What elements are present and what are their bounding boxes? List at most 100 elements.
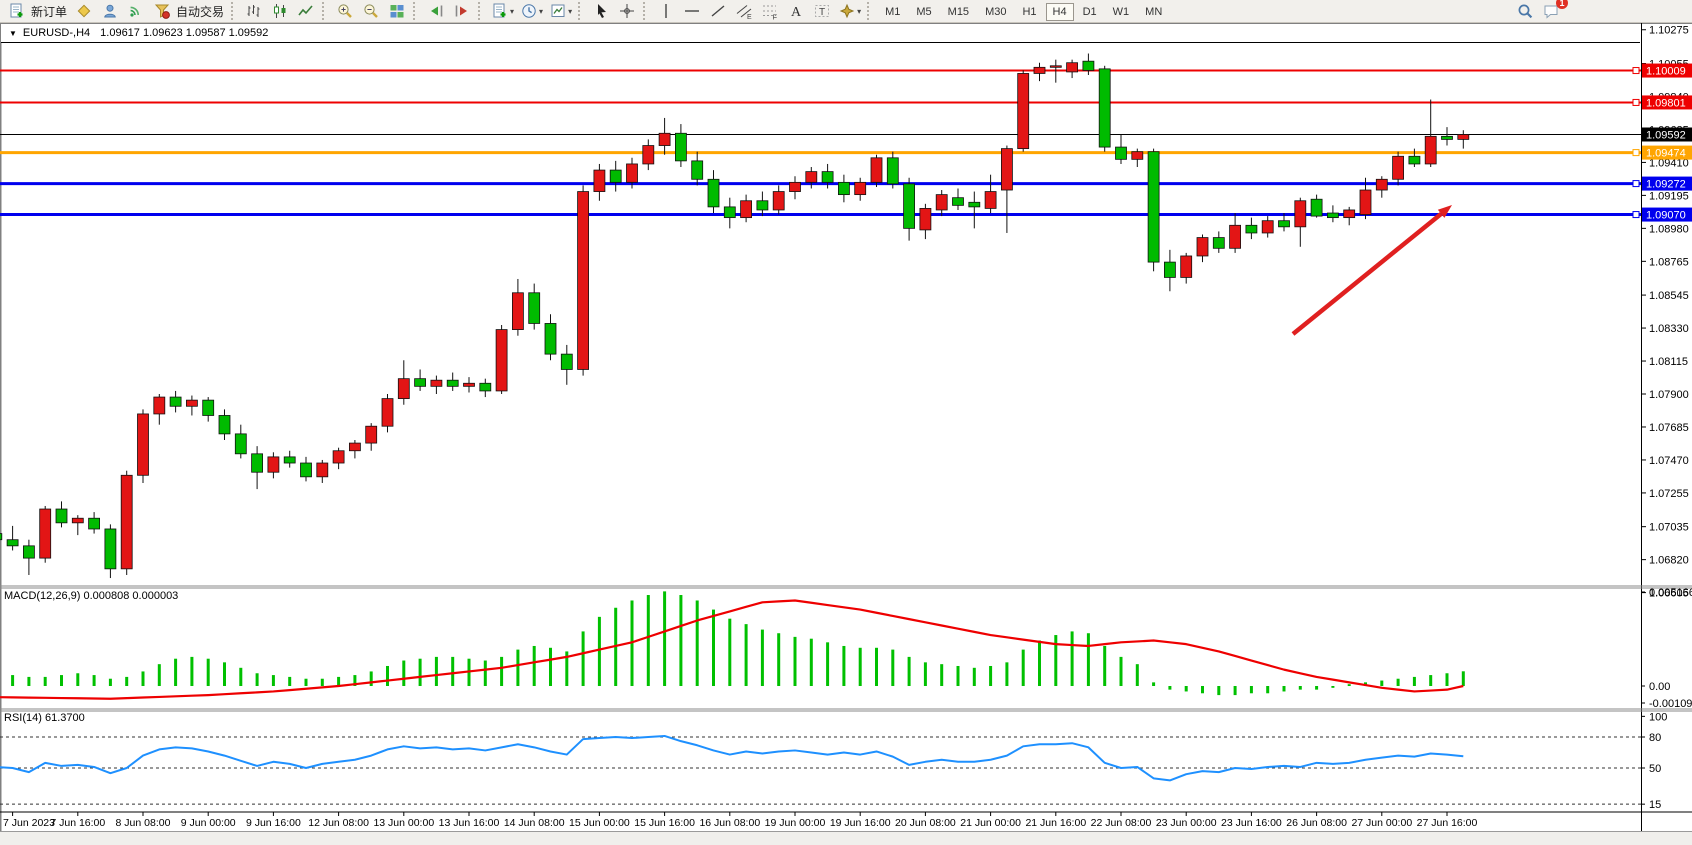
candlestick-chart-button[interactable] — [268, 0, 292, 22]
community-button[interactable] — [98, 0, 122, 22]
timeframe-M15[interactable]: M15 — [947, 6, 970, 18]
price-tick-label: 1.10275 — [1649, 25, 1689, 37]
auto-scroll-button[interactable] — [424, 0, 448, 22]
new-order-button[interactable] — [5, 0, 29, 22]
notifications-button[interactable]: 1 — [1539, 0, 1568, 22]
auto-trading-button[interactable] — [150, 0, 174, 22]
time-axis-label: 7 Jun 2023 — [3, 817, 55, 829]
toolbar-separator — [322, 2, 329, 20]
price-tick-label: 1.06820 — [1649, 555, 1689, 567]
fibonacci-icon: F — [763, 5, 778, 20]
time-axis-label: 13 Jun 00:00 — [373, 817, 434, 829]
label-tool[interactable]: T — [810, 0, 834, 22]
toolbar-separator — [231, 2, 238, 20]
bar-chart-button[interactable] — [242, 0, 266, 22]
toolbar-separator — [867, 2, 874, 20]
channel-icon: E — [736, 5, 752, 20]
indicators-button[interactable]: ▾ — [489, 0, 516, 22]
price-badge-label: 1.09474 — [1646, 148, 1686, 160]
new-order-label[interactable]: 新订单 — [31, 4, 68, 19]
annotation-arrowhead — [1437, 205, 1452, 218]
timeframe-D1[interactable]: D1 — [1082, 6, 1097, 18]
rsi-axis-label: 100 — [1649, 711, 1667, 723]
macd-signal-line — [0, 599, 1464, 700]
toolbar-separator — [478, 2, 485, 20]
timeframe-W1[interactable]: W1 — [1112, 6, 1130, 18]
time-axis-label: 13 Jun 16:00 — [439, 817, 500, 829]
toolbar-separator — [413, 2, 420, 20]
time-axis-label: 22 Jun 08:00 — [1091, 817, 1152, 829]
chevron-down-icon: ▾ — [539, 6, 544, 16]
price-tick-label: 1.08545 — [1649, 290, 1689, 302]
chart-canvas[interactable]: 1.102751.100551.098401.096251.094101.091… — [0, 23, 1692, 845]
signals-button[interactable] — [124, 0, 148, 22]
time-axis-label: 9 Jun 00:00 — [181, 817, 236, 829]
macd-label: MACD(12,26,9) 0.000808 0.000003 — [4, 590, 179, 602]
chart-shift-button[interactable] — [450, 0, 474, 22]
zoom-in-icon — [338, 4, 352, 18]
macd-axis-label: 0.00 — [1649, 681, 1670, 693]
signal-icon — [130, 6, 140, 17]
timeframe-H1[interactable]: H1 — [1022, 6, 1037, 18]
marketwatch-button[interactable] — [72, 0, 96, 22]
arrows-icon — [839, 3, 855, 19]
main-toolbar: 新订单 自动交易 ▾ ▾ ▾ E F A T ▾ M1 M5 M15 M30 H1 H4 D — [0, 0, 1692, 23]
channel-tool[interactable]: E — [732, 0, 756, 22]
toolbar-separator — [578, 2, 585, 20]
periods-button[interactable]: ▾ — [518, 0, 545, 22]
bar-chart-icon — [247, 5, 260, 17]
templates-button[interactable]: ▾ — [547, 0, 574, 22]
zoom-out-icon — [364, 4, 378, 18]
annotation-arrow[interactable] — [1291, 212, 1443, 336]
cursor-tool-button[interactable] — [589, 0, 613, 22]
horizontal-line-tool[interactable] — [680, 0, 704, 22]
diamond-icon — [77, 4, 91, 18]
chevron-down-icon: ▾ — [510, 6, 515, 16]
auto-trading-icon — [154, 4, 170, 19]
time-axis-label: 15 Jun 00:00 — [569, 817, 630, 829]
timeframe-H4[interactable]: H4 — [1045, 3, 1074, 21]
price-badge-label: 1.10009 — [1646, 66, 1686, 78]
svg-text:E: E — [747, 14, 752, 20]
text-tool[interactable]: A — [784, 0, 808, 22]
tile-windows-button[interactable] — [385, 0, 409, 22]
chevron-down-icon: ▾ — [857, 6, 862, 16]
auto-scroll-icon — [431, 5, 443, 17]
zoom-out-button[interactable] — [359, 0, 383, 22]
price-badge-label: 1.09272 — [1646, 179, 1686, 191]
text-icon: A — [791, 5, 802, 20]
time-axis-label: 27 Jun 16:00 — [1417, 817, 1478, 829]
auto-trading-label[interactable]: 自动交易 — [176, 4, 225, 19]
search-button[interactable] — [1513, 0, 1537, 22]
time-axis-label: 16 Jun 08:00 — [699, 817, 760, 829]
time-axis-label: 23 Jun 16:00 — [1221, 817, 1282, 829]
line-chart-icon — [298, 5, 313, 16]
vertical-line-tool[interactable] — [654, 0, 678, 22]
notification-badge: 1 — [1556, 0, 1568, 9]
crosshair-icon — [620, 4, 635, 18]
price-badge — [1642, 207, 1692, 222]
price-tick-label: 1.07470 — [1649, 455, 1689, 467]
zoom-in-button[interactable] — [333, 0, 357, 22]
price-badge-label: 1.09070 — [1646, 210, 1686, 222]
price-tick-label: 1.09410 — [1649, 157, 1689, 169]
timeframe-M5[interactable]: M5 — [916, 6, 932, 18]
timeframe-MN[interactable]: MN — [1145, 6, 1163, 18]
trendline-tool[interactable] — [706, 0, 730, 22]
time-axis-label: 12 Jun 08:00 — [308, 817, 369, 829]
timeframe-M1[interactable]: M1 — [885, 6, 901, 18]
price-tick-label: 1.07685 — [1649, 422, 1689, 434]
time-axis-label: 9 Jun 16:00 — [246, 817, 301, 829]
chart-title-bar[interactable]: ▼ EURUSD-,H4 1.09617 1.09623 1.09587 1.0… — [1, 24, 1640, 43]
timeframe-M30[interactable]: M30 — [985, 6, 1007, 18]
line-chart-button[interactable] — [294, 0, 318, 22]
price-badge — [1642, 95, 1692, 110]
vertical-line-icon — [665, 4, 667, 18]
line-handle — [1632, 211, 1640, 219]
time-axis-label: 26 Jun 08:00 — [1286, 817, 1347, 829]
arrows-tool[interactable]: ▾ — [836, 0, 863, 22]
time-axis-label: 19 Jun 00:00 — [765, 817, 826, 829]
crosshair-tool-button[interactable] — [615, 0, 639, 22]
fibonacci-tool[interactable]: F — [758, 0, 782, 22]
rsi-axis-label: 15 — [1649, 799, 1661, 811]
